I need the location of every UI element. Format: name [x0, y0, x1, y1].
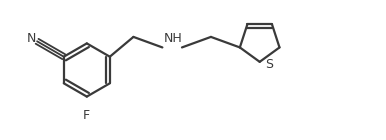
Text: S: S	[265, 58, 273, 71]
Text: N: N	[27, 32, 36, 45]
Text: NH: NH	[164, 32, 183, 45]
Text: F: F	[83, 108, 90, 122]
